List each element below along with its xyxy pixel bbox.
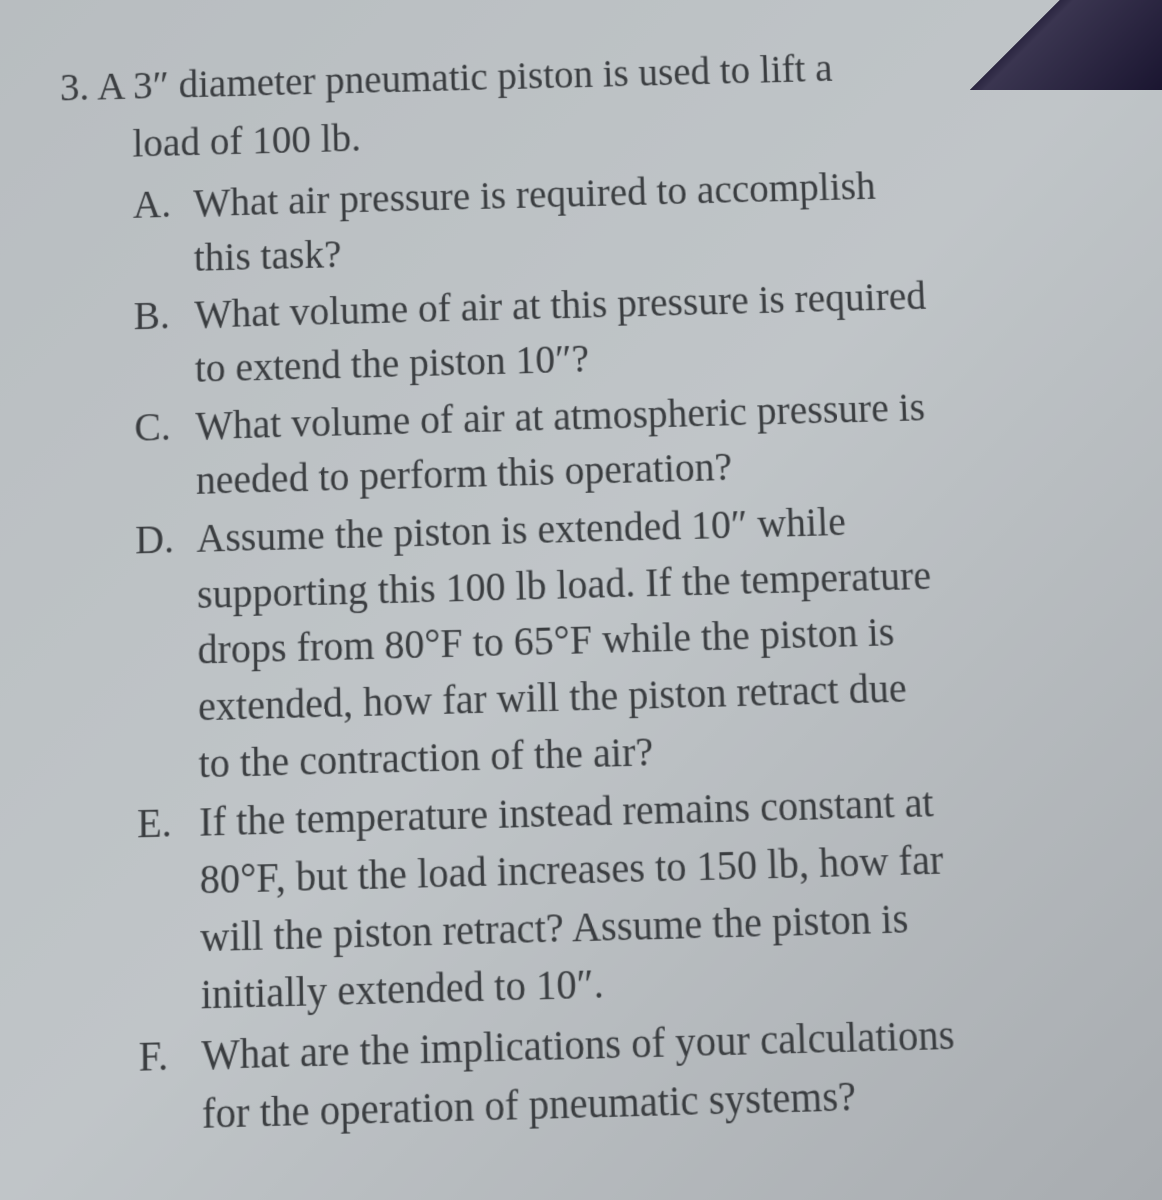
textbook-page: 3. A 3″ diameter pneumatic piston is use… [0,0,1162,1150]
part-c-letter: C. [134,401,195,456]
part-a-letter: A. [133,179,194,233]
content-wrapper: 3. A 3″ diameter pneumatic piston is use… [60,37,1156,1147]
question-number: 3. [60,63,90,115]
part-b-letter: B. [133,289,194,343]
part-f-letter: F. [138,1028,201,1086]
page-corner-fold [882,0,1162,90]
part-d-letter: D. [135,513,197,568]
question-text-line1: A 3″ diameter pneumatic piston is used t… [97,48,833,109]
part-e-letter: E. [137,796,200,853]
